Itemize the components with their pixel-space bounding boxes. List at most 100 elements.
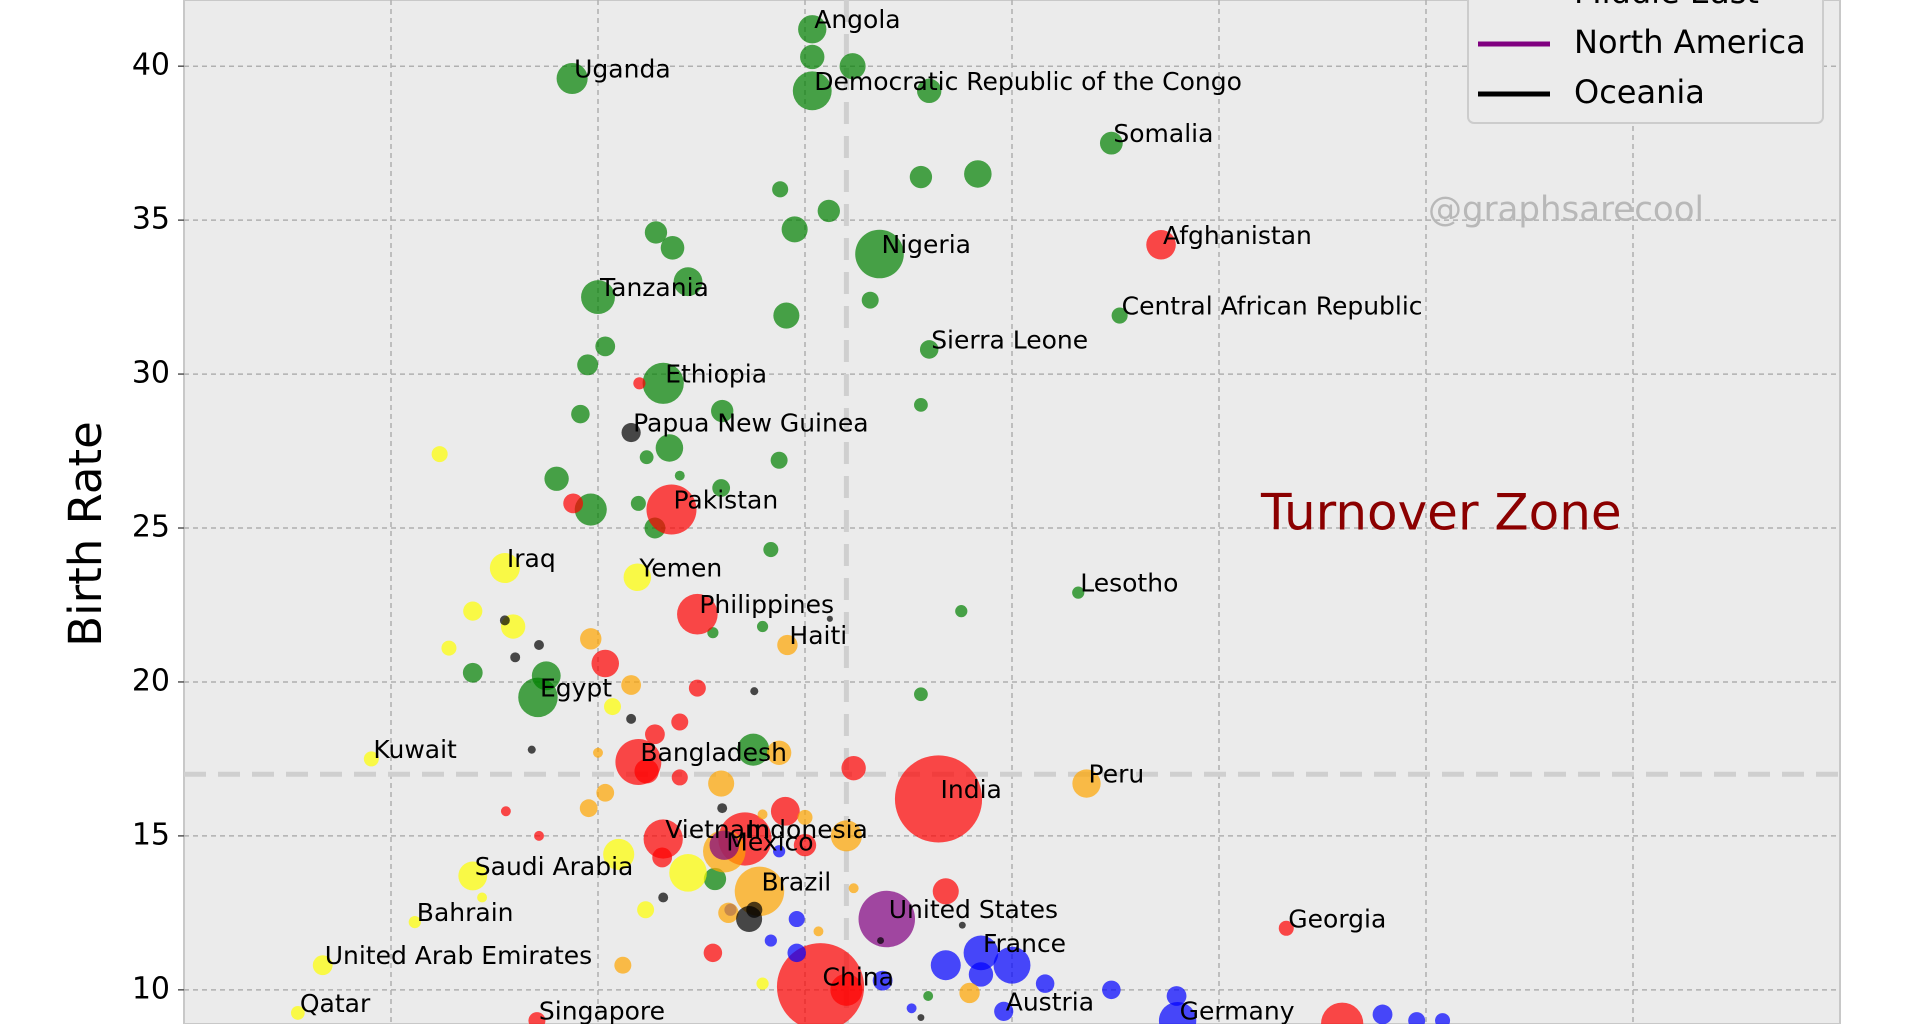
bubble [603,838,635,870]
bubble [914,687,928,702]
bubble [458,861,488,891]
bubble [571,404,590,424]
bubble [841,755,866,781]
bubble [770,451,788,469]
legend-label: Middle East [1574,0,1759,11]
bubble [644,221,668,244]
point-label: Central African Republic [1122,292,1423,321]
bubble [919,340,939,359]
point-label: Somalia [1113,119,1213,148]
bubble [595,336,616,357]
bubbles [290,15,1451,1024]
bubble [955,605,968,618]
bubble [660,236,685,260]
bubble [788,910,805,928]
bubble [431,446,448,463]
bubble [994,1001,1014,1021]
bubble [1408,1012,1426,1024]
point-label: France [983,929,1066,958]
bubble [1111,307,1128,324]
bubble [603,698,621,716]
bubble [764,934,777,947]
plot-area [183,0,1841,1024]
reference-lines [184,0,1840,1024]
y-tick-label: 25 [132,510,170,545]
bubble [797,809,813,825]
point-label: Bangladesh [640,738,787,767]
bubble [993,946,1031,984]
bubble [637,901,655,919]
y-tick-label: 35 [132,202,170,237]
bubble [703,943,723,963]
point-label: Nigeria [882,230,971,259]
bubble [703,867,727,891]
bubble [734,866,785,917]
bubble [963,935,999,971]
bubble [958,921,966,929]
point-label: Uganda [574,55,671,84]
bubble [718,902,739,924]
bubble [777,634,798,656]
bubble [968,962,994,987]
y-tick-label: 20 [132,663,170,698]
point-label: Qatar [300,989,371,1018]
bubble [499,615,510,626]
bubble [577,354,599,376]
bubble [658,892,669,903]
bubble [639,450,654,465]
bubble [408,915,421,929]
bubble [688,679,706,697]
bubble [489,553,520,584]
bubble [772,181,789,198]
bubble [708,770,735,797]
bubble [518,677,558,718]
bubble [737,733,770,766]
bubble [817,199,840,223]
bubble [773,845,786,858]
bubble [1321,1002,1364,1024]
bubble [830,820,862,852]
bubble [711,399,734,423]
bubble [855,229,904,279]
bubble [756,977,769,990]
bubble [580,628,602,650]
point-label: Afghanistan [1163,221,1312,250]
bubble [544,466,569,491]
point-label: United Arab Emirates [325,941,593,970]
y-tick-label: 10 [132,971,170,1006]
point-label: Sierra Leone [931,325,1088,354]
watermark: @graphsarecool [1428,190,1704,230]
bubble [633,377,646,390]
point-label: Kuwait [373,735,457,764]
bubble [877,937,885,945]
bubble [826,615,833,622]
point-label: Brazil [761,867,831,896]
bubble [1146,229,1176,260]
bubble [781,216,808,243]
point-label: Peru [1089,760,1145,789]
bubble [839,53,866,80]
bubble [655,434,684,462]
bubble [671,713,689,731]
y-tick-label: 15 [132,817,170,852]
point-label: Pakistan [673,486,778,515]
bubble [917,78,942,104]
annotation: Turnover Zone [1260,484,1622,542]
bubble [593,747,603,758]
legend-label: North America [1574,23,1806,61]
bubble [792,71,832,111]
point-label: Saudi Arabia [475,852,634,881]
bubble [669,854,707,892]
point-label: Democratic Republic of the Congo [814,67,1242,96]
bubble [763,542,779,558]
bubble [556,62,588,95]
bubble [614,956,632,974]
bubble [677,593,718,635]
bubble [630,495,646,511]
bubble [477,892,488,903]
point-label: Ethiopia [665,359,767,388]
point-label: Egypt [540,673,612,702]
bubble [500,806,511,817]
